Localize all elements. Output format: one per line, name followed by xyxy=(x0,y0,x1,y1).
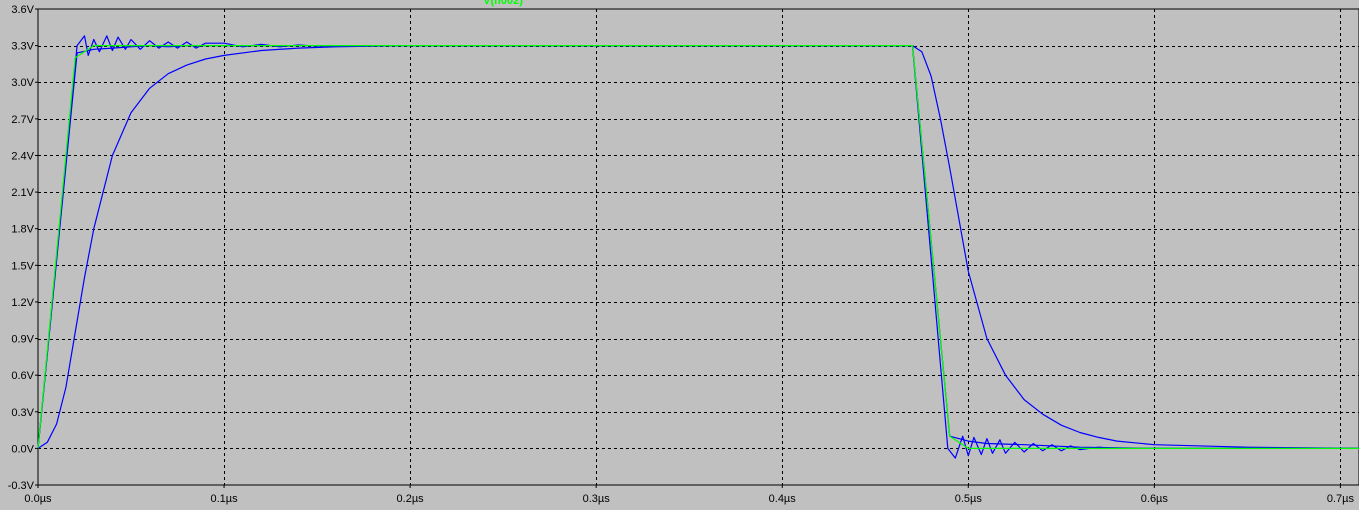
y-tick-label: 0.0V xyxy=(11,443,34,455)
x-tick-label: 0.6µs xyxy=(1141,493,1169,505)
x-tick-label: 0.0µs xyxy=(24,493,52,505)
traces xyxy=(37,35,1359,459)
y-tick-label: 1.8V xyxy=(11,224,34,236)
legend: V(n002) xyxy=(483,0,523,7)
y-tick-label: 3.3V xyxy=(11,41,34,53)
y-tick-label: 3.6V xyxy=(11,4,34,16)
y-tick-label: 0.3V xyxy=(11,407,34,419)
x-tick-label: 0.5µs xyxy=(955,493,983,505)
grid xyxy=(38,9,1359,485)
y-axis-labels: 3.6V 3.3V 3.0V 2.7V 2.4V 2.1V 1.8V 1.5V 1.2V 0.9V… xyxy=(8,4,38,492)
x-tick-label: 0.4µs xyxy=(769,493,797,505)
y-tick-label: 1.2V xyxy=(11,297,34,309)
y-tick-label: 3.0V xyxy=(11,77,34,89)
x-tick-label: 0.1µs xyxy=(210,493,238,505)
plot-area xyxy=(37,8,1359,486)
x-tick-label: 0.3µs xyxy=(583,493,611,505)
legend-label-v-n002[interactable]: V(n002) xyxy=(483,0,523,7)
y-tick-label: 2.7V xyxy=(11,114,34,126)
y-tick-label: 0.9V xyxy=(11,334,34,346)
trace-v-n002 xyxy=(37,45,1359,449)
y-tick-label: 1.5V xyxy=(11,260,34,272)
y-tick-label: 2.1V xyxy=(11,187,34,199)
x-tick-label: 0.2µs xyxy=(397,493,425,505)
y-tick-label: -0.3V xyxy=(8,480,35,492)
x-axis-labels: 0.0µs 0.1µs 0.2µs 0.3µs 0.4µs 0.5µs 0.6µs 0.7µs xyxy=(24,485,1354,505)
x-tick-label: 0.7µs xyxy=(1327,493,1355,505)
y-tick-label: 2.4V xyxy=(11,150,34,162)
y-tick-label: 0.6V xyxy=(11,370,34,382)
